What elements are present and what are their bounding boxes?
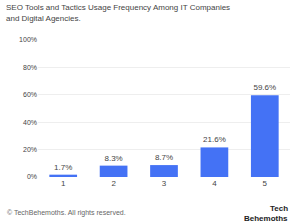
svg-text:80%: 80% — [23, 64, 37, 71]
svg-text:© TechBehemoths. All rights re: © TechBehemoths. All rights reserved. — [7, 209, 126, 217]
svg-text:59.6%: 59.6% — [253, 83, 276, 92]
svg-text:Tech: Tech — [270, 204, 288, 213]
svg-text:5: 5 — [263, 179, 268, 188]
svg-text:0%: 0% — [27, 173, 37, 180]
svg-text:Behemoths: Behemoths — [244, 214, 288, 223]
svg-text:8.3%: 8.3% — [104, 154, 122, 163]
svg-text:SEO Tools and Tactics Usage Fr: SEO Tools and Tactics Usage Frequency Am… — [6, 3, 230, 22]
svg-text:1: 1 — [61, 179, 66, 188]
svg-text:40%: 40% — [23, 119, 37, 126]
svg-text:21.6%: 21.6% — [203, 135, 226, 144]
svg-text:2: 2 — [111, 179, 116, 188]
svg-text:100%: 100% — [19, 36, 37, 43]
svg-text:60%: 60% — [23, 91, 37, 98]
svg-text:8.7%: 8.7% — [155, 153, 173, 162]
svg-text:1.7%: 1.7% — [54, 163, 72, 172]
svg-text:4: 4 — [212, 179, 217, 188]
svg-text:20%: 20% — [23, 146, 37, 153]
svg-text:3: 3 — [162, 179, 167, 188]
